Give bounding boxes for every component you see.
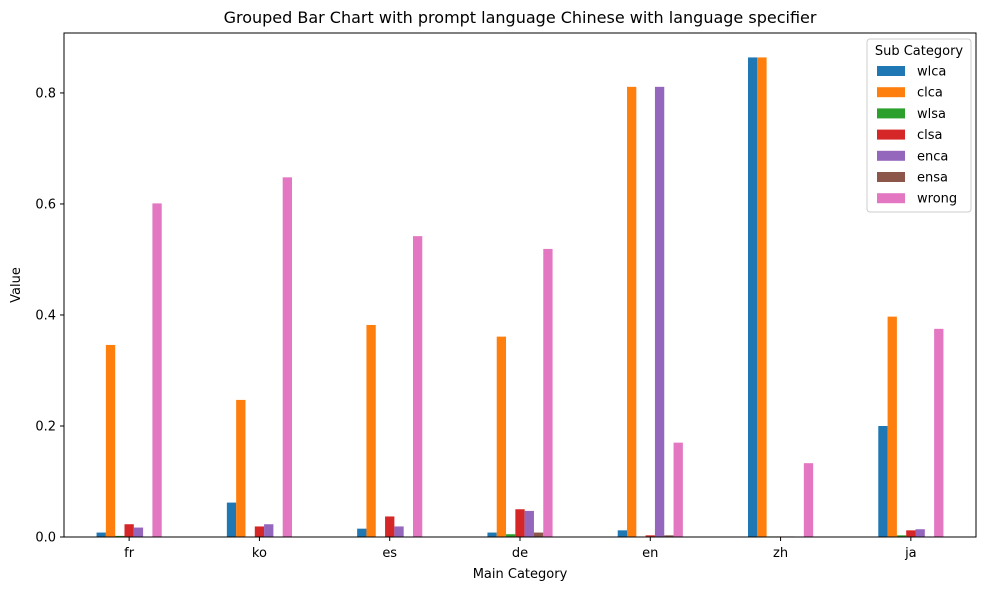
plot-frame <box>63 32 977 538</box>
legend-label-wlca: wlca <box>917 65 946 80</box>
legend-swatch-clsa <box>877 129 905 140</box>
legend-box <box>866 38 972 213</box>
bar-clca-ko <box>236 399 246 537</box>
bar-clca-fr <box>105 344 116 537</box>
bar-wlsa-fr <box>115 535 125 537</box>
legend: Sub Category wlca clca wlsa clsa enca ensa wro… <box>866 38 972 213</box>
bar-enca-ko <box>264 524 274 537</box>
bar-ensa-de <box>533 532 544 537</box>
x-tick-label: de <box>512 546 528 561</box>
legend-label-enca: enca <box>917 149 948 164</box>
bar-enca-es <box>394 526 404 537</box>
bar-enca-de <box>524 510 534 537</box>
bar-wlca-es <box>357 528 367 537</box>
legend-label-ensa: ensa <box>917 171 948 186</box>
legend-title: Sub Category <box>875 44 964 59</box>
bar-wlca-de <box>487 532 497 537</box>
bar-wlca-fr <box>96 532 106 537</box>
bar-clca-en <box>627 86 637 537</box>
bar-wrong-fr <box>152 203 162 537</box>
bar-wlsa-de <box>506 534 516 537</box>
legend-swatch-wlca <box>877 66 905 76</box>
chart-title: Grouped Bar Chart with prompt language C… <box>224 8 817 27</box>
bars-layer <box>96 57 944 538</box>
bar-clsa-de <box>515 509 525 537</box>
legend-label-clca: clca <box>917 86 943 101</box>
x-tick-label: ko <box>252 546 267 561</box>
bar-wlsa-ja <box>896 535 907 537</box>
bar-wrong-ja <box>934 328 944 537</box>
legend-swatch-ensa <box>877 172 905 182</box>
bar-clsa-ja <box>906 530 916 537</box>
y-axis-title: Value <box>9 267 24 303</box>
bar-enca-en <box>654 86 665 537</box>
bar-clsa-fr <box>124 524 134 537</box>
bar-wlca-ja <box>878 425 888 537</box>
x-axis-ticks: fr ko es de en zh ja <box>124 537 917 561</box>
bar-wrong-de <box>543 248 553 538</box>
y-axis-ticks: 0.0 0.2 0.4 0.6 0.8 <box>35 86 64 546</box>
bar-clsa-ko <box>254 526 265 537</box>
bar-clca-es <box>366 324 376 537</box>
bar-clsa-es <box>385 516 395 537</box>
x-tick-label: ja <box>904 546 917 561</box>
legend-swatch-wrong <box>877 193 905 204</box>
legend-swatch-enca <box>877 150 905 161</box>
x-tick-label: en <box>642 546 658 561</box>
bar-wrong-ko <box>282 177 292 537</box>
y-tick-label: 0.0 <box>35 531 56 546</box>
x-axis-title: Main Category <box>473 567 568 582</box>
legend-label-wlsa: wlsa <box>917 107 946 122</box>
x-tick-label: fr <box>124 546 135 561</box>
y-tick-label: 0.2 <box>35 419 56 434</box>
bar-wrong-es <box>412 236 423 537</box>
bar-wrong-zh <box>803 463 814 537</box>
bar-ensa-en <box>664 535 674 537</box>
legend-label-wrong: wrong <box>917 192 957 207</box>
bar-clca-zh <box>757 57 767 538</box>
bar-wlca-ko <box>226 502 237 537</box>
legend-label-clsa: clsa <box>917 128 943 143</box>
bar-enca-ja <box>915 529 925 537</box>
y-tick-label: 0.8 <box>35 86 56 101</box>
bar-clca-de <box>496 336 507 537</box>
legend-items: wlca clca wlsa clsa enca ensa wrong <box>877 65 957 207</box>
x-tick-label: es <box>382 546 397 561</box>
legend-swatch-clca <box>877 87 905 98</box>
y-tick-label: 0.6 <box>35 197 56 212</box>
y-tick-label: 0.4 <box>35 308 56 323</box>
bar-enca-fr <box>133 527 144 537</box>
x-tick-label: zh <box>773 546 788 561</box>
bar-clca-ja <box>887 316 897 537</box>
bar-wrong-en <box>673 442 683 537</box>
bar-wlca-zh <box>748 57 758 538</box>
legend-swatch-wlsa <box>877 108 905 119</box>
bar-clsa-en <box>645 535 655 537</box>
bar-wlca-en <box>617 530 628 537</box>
